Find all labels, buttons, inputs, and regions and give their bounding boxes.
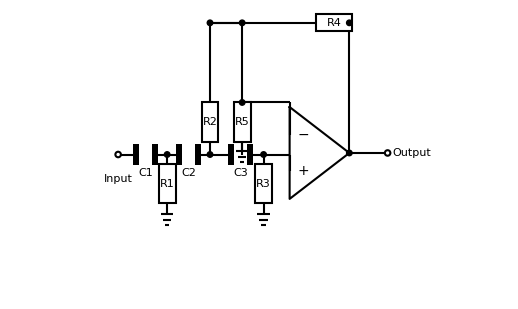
Circle shape bbox=[385, 150, 391, 156]
Text: Output: Output bbox=[392, 148, 430, 158]
Circle shape bbox=[261, 152, 266, 157]
Bar bbox=[195, 144, 201, 165]
Bar bbox=[228, 144, 234, 165]
Circle shape bbox=[207, 152, 213, 157]
Text: C2: C2 bbox=[181, 168, 196, 178]
Text: +: + bbox=[297, 164, 309, 178]
Bar bbox=[202, 103, 219, 142]
Circle shape bbox=[239, 100, 245, 105]
Bar bbox=[176, 144, 182, 165]
Text: R4: R4 bbox=[326, 18, 341, 28]
Bar bbox=[255, 164, 272, 204]
Circle shape bbox=[164, 152, 170, 157]
Text: Input: Input bbox=[104, 174, 133, 184]
Text: R3: R3 bbox=[256, 179, 271, 188]
Text: C1: C1 bbox=[138, 168, 153, 178]
Text: C3: C3 bbox=[233, 168, 248, 178]
Circle shape bbox=[207, 20, 213, 26]
Bar bbox=[315, 15, 352, 31]
Text: R5: R5 bbox=[235, 117, 250, 127]
Bar bbox=[152, 144, 158, 165]
Circle shape bbox=[239, 20, 245, 26]
Bar bbox=[234, 103, 251, 142]
Text: R2: R2 bbox=[203, 117, 218, 127]
Bar bbox=[159, 164, 176, 204]
Circle shape bbox=[116, 152, 121, 157]
Circle shape bbox=[347, 150, 352, 156]
Text: R1: R1 bbox=[160, 179, 175, 188]
Circle shape bbox=[347, 20, 352, 26]
Text: −: − bbox=[297, 128, 309, 142]
Bar bbox=[248, 144, 253, 165]
Bar bbox=[134, 144, 139, 165]
